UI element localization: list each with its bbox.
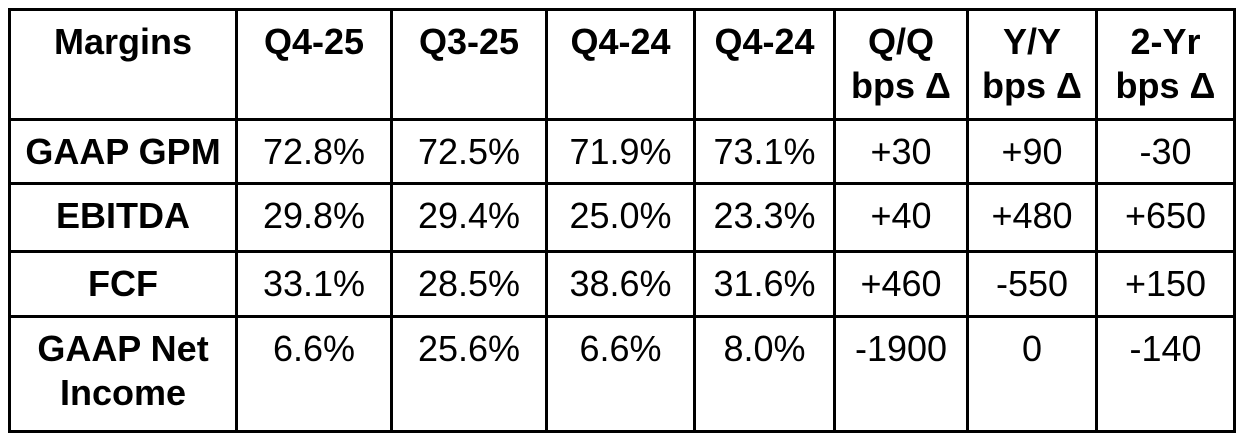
data-cell: 71.9% — [545, 118, 696, 185]
data-cell: -140 — [1095, 315, 1236, 433]
data-cell: 73.1% — [693, 118, 836, 185]
data-cell: 72.8% — [235, 118, 393, 185]
data-cell: 29.8% — [235, 182, 393, 253]
data-cell: 72.5% — [390, 118, 548, 185]
data-cell: +40 — [833, 182, 969, 253]
table-row-ebitda: EBITDA 29.8% 29.4% 25.0% 23.3% +40 +480 … — [8, 182, 1236, 253]
header-cell-margins: Margins — [8, 8, 238, 121]
row-label-fcf: FCF — [8, 250, 238, 318]
data-cell: -30 — [1095, 118, 1236, 185]
header-cell-2yr-bps-delta: 2-Yr bps Δ — [1095, 8, 1236, 121]
data-cell: -550 — [966, 250, 1098, 318]
data-cell: 6.6% — [545, 315, 696, 433]
data-cell: 0 — [966, 315, 1098, 433]
data-cell: 28.5% — [390, 250, 548, 318]
data-cell: 31.6% — [693, 250, 836, 318]
header-cell-q4-25: Q4-25 — [235, 8, 393, 121]
data-cell: -1900 — [833, 315, 969, 433]
data-cell: 23.3% — [693, 182, 836, 253]
data-cell: +460 — [833, 250, 969, 318]
header-cell-q4-24-a: Q4-24 — [545, 8, 696, 121]
row-label-gaap-net-income: GAAP Net Income — [8, 315, 238, 433]
margins-table: Margins Q4-25 Q3-25 Q4-24 Q4-24 Q/Q bps … — [8, 8, 1236, 433]
header-cell-yy-bps-delta: Y/Y bps Δ — [966, 8, 1098, 121]
data-cell: 33.1% — [235, 250, 393, 318]
data-cell: +30 — [833, 118, 969, 185]
header-cell-q3-25: Q3-25 — [390, 8, 548, 121]
header-row: Margins Q4-25 Q3-25 Q4-24 Q4-24 Q/Q bps … — [8, 8, 1236, 121]
data-cell: 6.6% — [235, 315, 393, 433]
row-label-gaap-gpm: GAAP GPM — [8, 118, 238, 185]
data-cell: +480 — [966, 182, 1098, 253]
data-cell: +90 — [966, 118, 1098, 185]
table-row-fcf: FCF 33.1% 28.5% 38.6% 31.6% +460 -550 +1… — [8, 250, 1236, 318]
data-cell: +150 — [1095, 250, 1236, 318]
row-label-ebitda: EBITDA — [8, 182, 238, 253]
data-cell: 38.6% — [545, 250, 696, 318]
data-cell: 25.6% — [390, 315, 548, 433]
data-cell: 8.0% — [693, 315, 836, 433]
data-cell: +650 — [1095, 182, 1236, 253]
data-cell: 29.4% — [390, 182, 548, 253]
table-row-gaap-gpm: GAAP GPM 72.8% 72.5% 71.9% 73.1% +30 +90… — [8, 118, 1236, 185]
data-cell: 25.0% — [545, 182, 696, 253]
table-row-gaap-net-income: GAAP Net Income 6.6% 25.6% 6.6% 8.0% -19… — [8, 315, 1236, 433]
header-cell-qq-bps-delta: Q/Q bps Δ — [833, 8, 969, 121]
header-cell-q4-24-b: Q4-24 — [693, 8, 836, 121]
